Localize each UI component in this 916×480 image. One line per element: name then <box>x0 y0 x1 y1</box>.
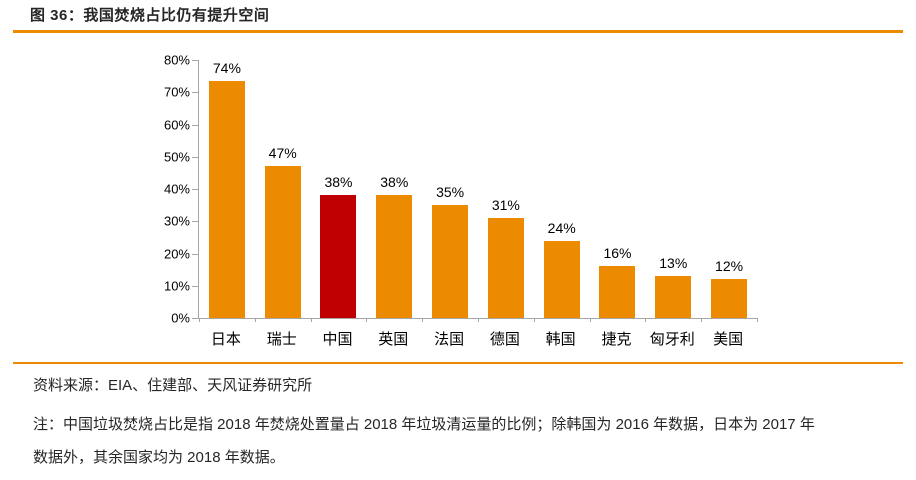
y-tick-mark <box>192 318 198 319</box>
x-tick-mark <box>199 318 200 322</box>
x-tick-mark <box>478 318 479 322</box>
bar-韩国 <box>543 240 580 318</box>
bar-法国 <box>432 205 469 318</box>
bar-slot: 16% <box>590 60 646 318</box>
y-tick-mark <box>192 253 198 255</box>
bar-英国 <box>376 195 413 318</box>
y-tick-mark <box>192 156 198 158</box>
x-category-label: 英国 <box>378 331 409 348</box>
y-tick-label: 10% <box>163 278 190 294</box>
x-category-label: 捷克 <box>601 331 632 348</box>
x-category-label: 美国 <box>713 331 744 348</box>
bar-日本 <box>208 81 245 318</box>
bar-slot: 38% <box>311 60 367 318</box>
y-tick-mark <box>192 124 198 126</box>
bar-chart: 80% 70% 60% 50% 40% 30% 20% 10% 0% 74% 47% 38% 38% 3… <box>146 53 786 360</box>
y-tick-mark <box>192 285 198 287</box>
y-tick-mark <box>192 189 198 190</box>
y-axis: 80% 70% 60% 50% 40% 30% 20% 10% 0% <box>146 53 190 326</box>
bottom-divider <box>13 362 903 364</box>
bar-value-label: 38% <box>380 174 409 191</box>
x-category-label: 中国 <box>322 331 353 348</box>
y-tick-mark <box>192 60 198 61</box>
bar-美国 <box>711 279 748 318</box>
bar-slot: 74% <box>199 60 255 318</box>
bar-slot: 13% <box>645 60 701 318</box>
x-tick-mark <box>366 318 368 322</box>
x-category-label: 法国 <box>434 331 465 348</box>
y-tick-mark <box>192 221 198 223</box>
x-tick-mark <box>310 318 312 322</box>
y-tick-mark <box>192 92 198 94</box>
x-tick-mark <box>757 318 758 322</box>
x-tick-mark <box>589 318 591 322</box>
y-tick-label: 70% <box>163 84 190 100</box>
bar-捷克 <box>599 266 636 318</box>
bar-value-label: 13% <box>659 255 688 272</box>
bar-slot: 31% <box>478 60 534 318</box>
bar-中国 <box>320 195 357 318</box>
y-tick-label: 0% <box>171 310 190 326</box>
bar-value-label: 16% <box>603 245 632 262</box>
bars-group: 74% 47% 38% 38% 35% 31% 24% 16% 13% 12% <box>199 60 757 318</box>
bar-瑞士 <box>264 166 301 318</box>
figure-title: 图 36：我国焚烧占比仍有提升空间 <box>30 7 270 24</box>
note-text: 注：中国垃圾焚烧占比是指 2018 年焚烧处置量占 2018 年垃圾清运量的比例… <box>33 408 905 474</box>
bar-slot: 35% <box>422 60 478 318</box>
source-text: 资料来源：EIA、住建部、天风证券研究所 <box>33 377 313 394</box>
y-tick-label: 20% <box>163 246 190 261</box>
bar-value-label: 24% <box>547 219 576 236</box>
bar-value-label: 31% <box>491 197 520 214</box>
bar-value-label: 38% <box>324 174 353 191</box>
x-category-label: 日本 <box>210 331 241 348</box>
bar-slot: 38% <box>366 60 422 318</box>
y-tick-label: 50% <box>163 149 190 165</box>
bar-value-label: 35% <box>436 184 465 201</box>
plot-area: 74% 47% 38% 38% 35% 31% 24% 16% 13% 12% <box>192 60 758 322</box>
bar-匈牙利 <box>655 276 692 318</box>
x-tick-mark <box>422 318 424 322</box>
y-tick-label: 30% <box>163 213 190 229</box>
x-axis-labels: 日本 瑞士 中国 英国 法国 德国 韩国 捷克 匈牙利 美国 <box>198 328 756 349</box>
x-tick-mark <box>645 318 647 322</box>
bar-value-label: 12% <box>715 258 744 275</box>
x-tick-mark <box>533 318 535 322</box>
top-divider <box>13 30 903 33</box>
note-line: 注：中国垃圾焚烧占比是指 2018 年焚烧处置量占 2018 年垃圾清运量的比例… <box>33 416 815 433</box>
x-tick-mark <box>254 318 256 322</box>
x-category-label: 德国 <box>489 331 520 348</box>
bar-slot: 12% <box>701 60 757 318</box>
bar-德国 <box>487 218 524 318</box>
x-category-label: 匈牙利 <box>649 331 695 348</box>
y-tick-label: 60% <box>163 117 190 132</box>
bar-slot: 24% <box>534 60 590 318</box>
note-line: 数据外，其余国家均为 2018 年数据。 <box>33 449 285 466</box>
bar-value-label: 47% <box>268 145 297 162</box>
x-tick-mark <box>701 318 703 322</box>
bar-slot: 47% <box>255 60 311 318</box>
y-tick-label: 40% <box>163 181 190 197</box>
bar-value-label: 74% <box>212 60 241 76</box>
x-category-label: 瑞士 <box>266 331 297 348</box>
x-category-label: 韩国 <box>545 331 576 348</box>
y-tick-label: 80% <box>163 52 190 68</box>
